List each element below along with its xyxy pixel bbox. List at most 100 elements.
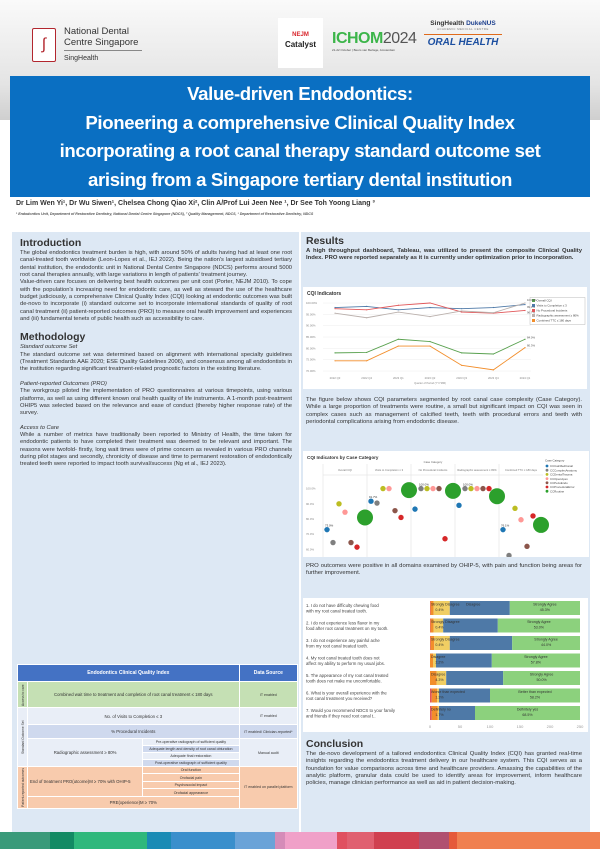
- question-label: 7. Would you recommend NDCS to your fami…: [306, 708, 396, 713]
- question-label: 5. The appearance of my root canal treat…: [306, 673, 389, 678]
- x-tick-label: 250: [577, 724, 584, 729]
- data-point: [492, 353, 494, 355]
- y-tick-label: 100.00%: [306, 301, 318, 305]
- bar-segment: [437, 706, 439, 720]
- legend-swatch: [532, 309, 535, 312]
- bubble-CCProceduralError: [354, 544, 360, 550]
- panel-header: Radiographic assessment ≥ 80%: [457, 468, 497, 472]
- bar-left-pct: 0.4%: [435, 626, 444, 630]
- legend-label: CCComplexAnatomy: [550, 468, 578, 472]
- question-label: 2. I do not experience less flavor in my: [306, 621, 380, 626]
- bar-left-label: Disagree: [431, 673, 445, 677]
- point-label: 76.1%: [501, 524, 510, 528]
- bar-left-pct: 0.4%: [435, 608, 444, 612]
- methodology-text: The standard outcome set was determined …: [20, 351, 292, 373]
- logo-text: 2024: [382, 30, 417, 47]
- results-text: The figure below shows CQI parameters se…: [306, 397, 582, 426]
- table-cell: IT enabled on parallel platform: [238, 766, 299, 809]
- logo-text: SingHealth: [64, 50, 142, 64]
- bar-left-pct: 0.4%: [435, 643, 444, 647]
- subheading: Access to Care: [20, 424, 59, 431]
- data-point: [334, 312, 336, 314]
- end-value-label: 80.3%: [527, 344, 535, 348]
- logo-text: NEJM: [292, 32, 309, 38]
- bar-left-label: Strongly Disagree: [431, 638, 460, 642]
- bubble-CCPerioEndo: [480, 485, 486, 492]
- data-point: [461, 308, 463, 310]
- bubble-CCPerioEndo: [392, 507, 398, 514]
- bar-segment: [446, 671, 504, 685]
- right-column: Results A high throughput dashboard, Tab…: [301, 232, 590, 832]
- table-cell: Manual audit: [238, 738, 299, 767]
- data-point: [366, 317, 368, 319]
- bubble-CCPerioEndo: [436, 485, 442, 492]
- introduction-text: The global endodontics treatment burden …: [20, 250, 292, 279]
- pro-stacked-bar-chart: 1. I do not have difficulty chewing food…: [303, 598, 588, 732]
- nejm-catalyst-logo: NEJM Catalyst: [278, 18, 323, 68]
- title-line: Pioneering a comprehensive Clinical Qual…: [85, 111, 515, 133]
- bubble-CCCalcifiedCanal: [456, 502, 462, 509]
- authors: Dr Lim Wen Yi¹, Dr Wu Siwen¹, Chelsea Ch…: [16, 200, 375, 207]
- title-line: incorporating a root canal therapy stand…: [59, 140, 541, 161]
- data-point: [366, 360, 368, 362]
- legend-swatch: [545, 473, 549, 476]
- subheading: Patient-reported Outcomes (PRO): [20, 380, 107, 387]
- bar-segment: [430, 618, 431, 633]
- bubble-CCDentalTrauma: [468, 485, 474, 492]
- methodology-heading: Methodology: [20, 331, 86, 344]
- bubble-CCComplexAnatomy: [418, 485, 424, 492]
- bar-segment: [430, 671, 437, 685]
- data-point: [461, 364, 463, 366]
- data-point: [461, 352, 463, 354]
- data-point: [366, 305, 368, 307]
- legend-box: [529, 297, 586, 325]
- data-point: [397, 304, 399, 306]
- bubble-CCRoutine: [357, 509, 373, 526]
- bar-segment: [430, 636, 431, 650]
- bar-right-pct: 53.0%: [534, 626, 545, 630]
- bubble-CCOpenApex: [386, 485, 392, 492]
- legend-label: CCPerioEndo: [550, 481, 568, 485]
- bar-left-label: Disagree: [431, 655, 445, 659]
- bar-segment: [437, 688, 439, 703]
- bar-right-label: Strongly Agree: [527, 620, 551, 624]
- panel-header: Combined TTC ≤ 180 days: [505, 468, 538, 472]
- bar-segment: [430, 618, 434, 633]
- ndcs-logo: ∫ National Dental Centre Singapore SingHea…: [32, 26, 142, 64]
- bubble-CCProceduralError: [398, 514, 404, 521]
- bar-mid-label: Disagree: [466, 603, 480, 607]
- data-point: [334, 352, 336, 354]
- x-tick-label: 50: [458, 724, 463, 729]
- logo-text: Centre Singapore: [64, 37, 139, 48]
- legend-label: CCProceduralError: [550, 485, 575, 489]
- data-point: [334, 308, 336, 310]
- question-label: and friends if they need root canal t..: [306, 714, 376, 719]
- bar-segment: [434, 636, 450, 650]
- legend-swatch: [545, 468, 549, 472]
- bar-segment: [433, 618, 444, 633]
- point-label: 100.0%: [463, 483, 473, 487]
- bar-left-label: Strongly Disagree: [431, 603, 460, 607]
- legend-label: No Procedural Incidents: [537, 309, 568, 313]
- data-point: [461, 310, 463, 312]
- data-point: [492, 312, 494, 314]
- bar-right-label: Better than expected: [518, 690, 551, 694]
- point-label: 73.0%: [325, 524, 334, 528]
- poster-title: Value-driven Endodontics: Pioneering a c…: [10, 76, 590, 197]
- y-tick-label: 85.00%: [306, 335, 316, 339]
- bar-left-label: Worse than expected: [431, 690, 465, 694]
- table-cell: Radiographic assessment ≥ 80%: [26, 738, 144, 767]
- x-tick-label: 2023 Q4: [488, 376, 499, 380]
- x-tick-label: 2023 Q1: [393, 376, 404, 380]
- table-cell: PRE(xperience)M ≥ 70%: [27, 795, 240, 809]
- logo-text: ACADEMIC MEDICAL CENTRE: [437, 27, 489, 31]
- logo-text: DukeNUS: [466, 20, 496, 27]
- table-cell: Orofacial pain: [142, 773, 240, 782]
- data-point: [334, 306, 336, 309]
- title-line: arising from a Singapore tertiary dental…: [88, 168, 512, 190]
- bubble-CCDentalTrauma: [380, 485, 386, 492]
- bar-right-label: Definitely yes: [517, 708, 539, 712]
- bubble-CCOpenApex: [518, 517, 524, 523]
- question-label: affect my ability to perform my usual jo…: [306, 661, 385, 666]
- data-point: [492, 306, 494, 309]
